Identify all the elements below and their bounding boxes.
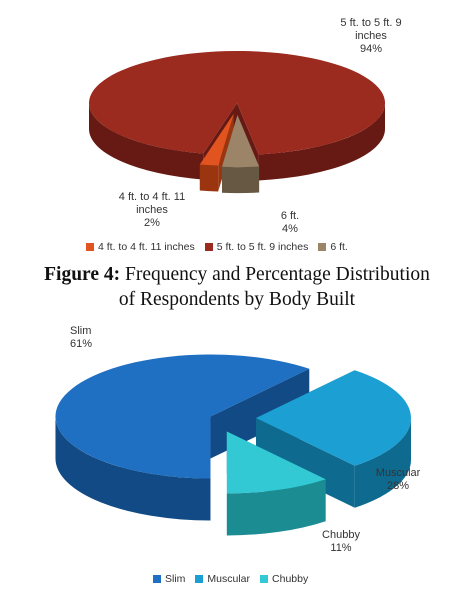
body-built-pie-chart: Slim 61% Muscular 28% Chubby 11%	[55, 325, 421, 554]
data-label-line: 28%	[387, 480, 409, 492]
slice-cut-face	[256, 418, 355, 508]
caption-text-1: Frequency and Percentage Distribution	[125, 264, 430, 285]
data-label-6-ft: 6 ft. 4%	[281, 210, 299, 235]
legend-swatch	[260, 575, 269, 583]
slice-outer-wall	[258, 103, 385, 181]
data-label-slim: Slim 61%	[70, 325, 92, 350]
legend-item-6ft: 6 ft.	[318, 241, 348, 253]
body-built-legend: Slim Muscular Chubby	[153, 573, 308, 585]
pie-slice-6-ft	[221, 115, 260, 194]
data-label-line: 6 ft.	[281, 210, 299, 222]
legend-swatch	[86, 243, 94, 251]
slice-top-face	[221, 115, 260, 168]
legend-label: 5 ft. to 5 ft. 9 inches	[216, 241, 309, 253]
pie-slice-muscular	[256, 370, 411, 508]
data-label-line: 4 ft. to 4 ft. 11	[119, 191, 185, 203]
data-label-line: 4%	[282, 223, 298, 235]
slice-top-face	[88, 51, 385, 155]
data-label-4-ft-to-4-ft-11-inches: 4 ft. to 4 ft. 11 inches 2%	[119, 191, 185, 229]
legend-label: Slim	[165, 573, 186, 585]
data-label-line: 2%	[144, 217, 160, 229]
caption-line-2: of Respondents by Body Built	[118, 289, 356, 310]
legend-swatch	[318, 243, 327, 251]
caption-label: Figure 4:	[44, 264, 121, 285]
data-label-line: 61%	[70, 338, 92, 350]
slice-outer-wall	[55, 416, 211, 521]
data-label-line: Chubby	[322, 529, 360, 541]
data-label-line: 5 ft. to 5 ft. 9	[340, 17, 401, 29]
data-label-muscular: Muscular 28%	[376, 467, 421, 492]
slice-outer-wall	[226, 479, 326, 536]
data-label-line: Slim	[70, 325, 91, 337]
slice-top-face	[199, 113, 234, 166]
slice-outer-wall	[221, 166, 260, 194]
legend-swatch	[153, 575, 161, 583]
legend-label: Muscular	[207, 573, 251, 585]
data-label-line: inches	[355, 30, 387, 42]
slice-top-face	[256, 370, 411, 466]
legend-swatch	[195, 575, 204, 583]
height-legend: 4 ft. to 4 ft. 11 inches 5 ft. to 5 ft. …	[86, 241, 348, 253]
legend-item-4ft: 4 ft. to 4 ft. 11 inches	[86, 241, 195, 253]
pie-slice-chubby	[226, 431, 326, 536]
slice-outer-wall	[89, 103, 204, 180]
legend-swatch	[204, 243, 213, 251]
slice-top-face	[55, 354, 310, 479]
legend-label: 6 ft.	[330, 241, 348, 253]
data-label-line: 94%	[360, 43, 382, 55]
legend-label: 4 ft. to 4 ft. 11 inches	[98, 241, 195, 253]
data-label-line: Muscular	[376, 467, 421, 479]
data-label-chubby: Chubby 11%	[322, 529, 360, 554]
legend-item-slim: Slim	[153, 573, 185, 585]
data-label-line: 11%	[330, 542, 351, 554]
legend-item-chubby: Chubby	[260, 573, 308, 585]
slice-outer-wall	[354, 418, 411, 508]
slice-top-face	[226, 431, 326, 494]
data-label-5-ft-to-5-ft-9-inches: 5 ft. to 5 ft. 9 inches 94%	[340, 17, 401, 55]
legend-label: Chubby	[272, 573, 309, 585]
slice-outer-wall	[199, 164, 219, 192]
legend-item-5ft: 5 ft. to 5 ft. 9 inches	[204, 241, 309, 253]
caption-line-1: Figure 4: Frequency and Percentage Distr…	[0, 262, 474, 287]
legend-item-muscular: Muscular	[195, 573, 250, 585]
data-label-line: inches	[136, 204, 168, 216]
height-pie-chart: 4 ft. to 4 ft. 11 inches 2%5 ft. to 5 ft. …	[88, 17, 402, 235]
figure-caption: Figure 4: Frequency and Percentage Distr…	[0, 262, 474, 312]
